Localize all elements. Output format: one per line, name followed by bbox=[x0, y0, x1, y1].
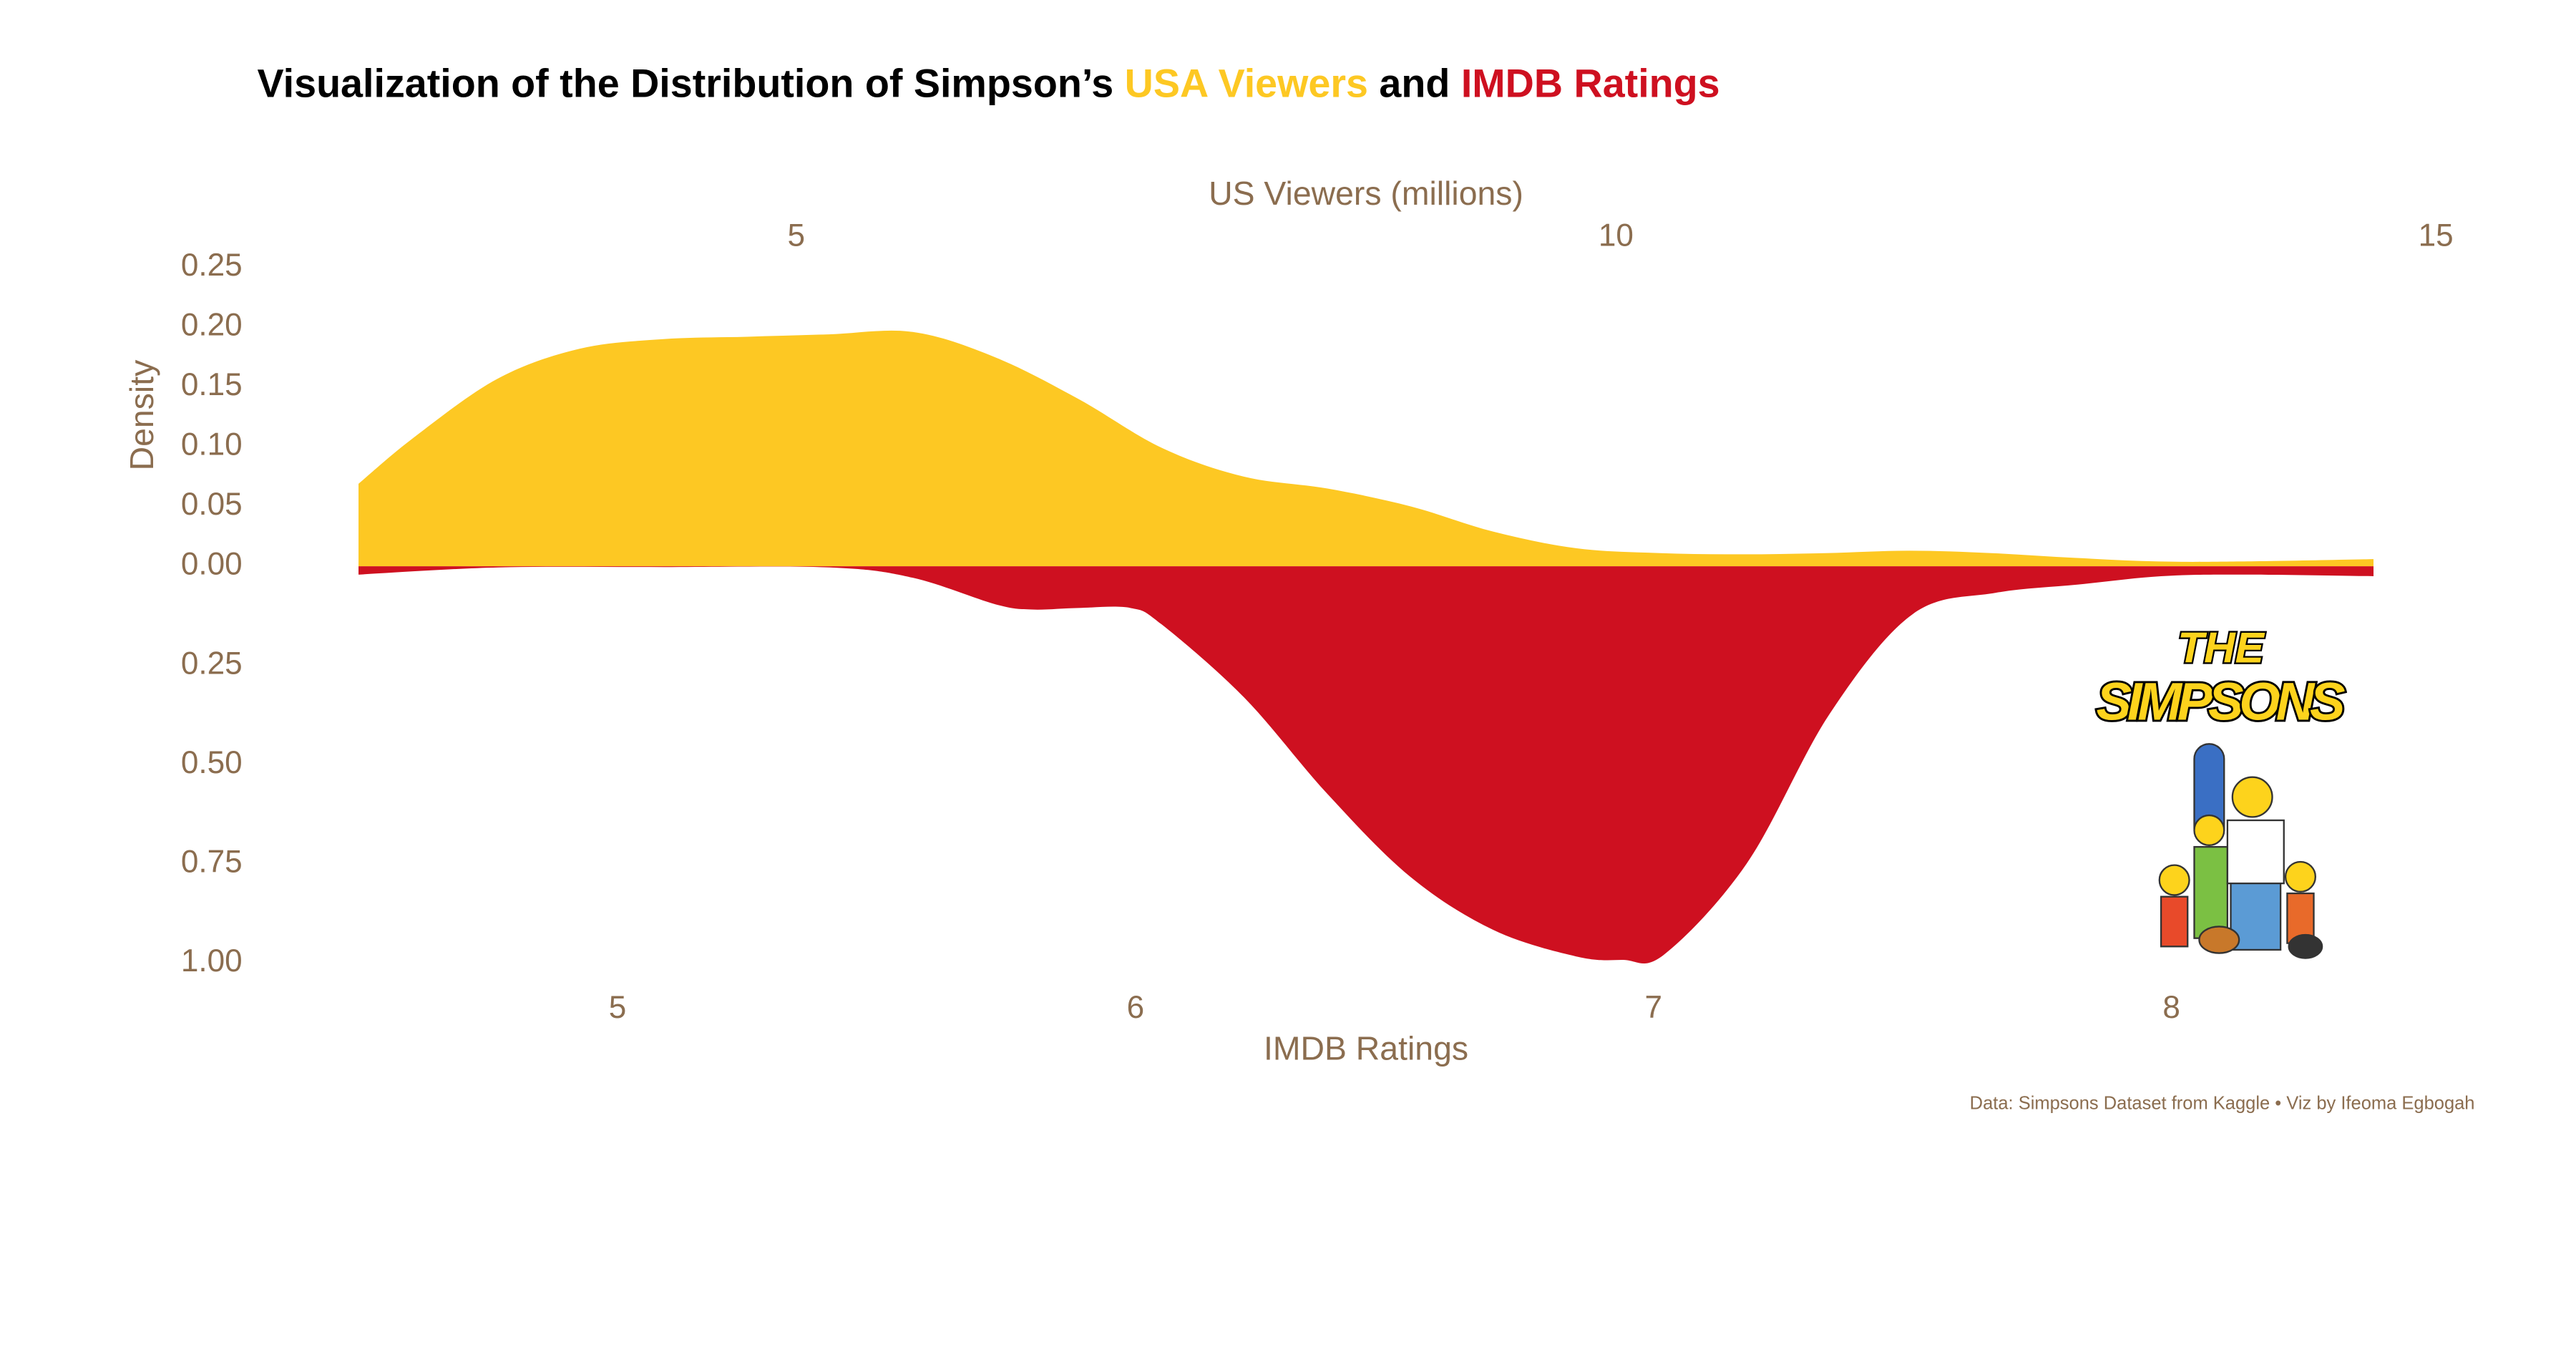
density-area bbox=[358, 566, 2374, 963]
figure bbox=[2226, 819, 2285, 885]
caption: Data: Simpsons Dataset from Kaggle • Viz… bbox=[1970, 1093, 2475, 1113]
y-tick-label: 0.75 bbox=[181, 845, 243, 880]
x-tick-label: 15 bbox=[2419, 218, 2454, 253]
figure bbox=[2231, 776, 2273, 818]
y-tick-label: 0.25 bbox=[181, 646, 243, 681]
x-tick-label: 7 bbox=[1645, 990, 1663, 1025]
y-tick-label: 0.20 bbox=[181, 308, 243, 343]
figure bbox=[2193, 845, 2229, 939]
density-area bbox=[358, 330, 2374, 567]
x-tick-label: 6 bbox=[1127, 990, 1145, 1025]
y-tick-label: 0.50 bbox=[181, 745, 243, 780]
figure bbox=[2288, 933, 2323, 959]
y-tick-label: 0.05 bbox=[181, 487, 243, 522]
y-tick-label: 0.10 bbox=[181, 427, 243, 462]
figure bbox=[2193, 814, 2225, 846]
title-part: and bbox=[1368, 61, 1461, 105]
logo: THE SIMPSONS bbox=[2094, 621, 2347, 959]
x-tick-label: 5 bbox=[609, 990, 627, 1025]
chart-title: Visualization of the Distribution of Sim… bbox=[258, 61, 1720, 105]
figure bbox=[2160, 895, 2189, 948]
y-tick-label: 0.25 bbox=[181, 248, 243, 283]
x-axis-label: IMDB Ratings bbox=[1264, 1030, 1468, 1067]
family-figures bbox=[2158, 743, 2323, 959]
figure bbox=[2158, 864, 2190, 896]
x-tick-label: 5 bbox=[788, 218, 806, 253]
x-tick-label: 8 bbox=[2162, 990, 2180, 1025]
x-tick-label: 10 bbox=[1599, 218, 1634, 253]
y-axis-label: Density bbox=[123, 359, 160, 470]
title-part: IMDB Ratings bbox=[1461, 61, 1720, 105]
y-tick-label: 1.00 bbox=[181, 943, 243, 978]
figure bbox=[2284, 860, 2316, 893]
x-axis-label: US Viewers (millions) bbox=[1209, 175, 1523, 212]
y-tick-label: 0.15 bbox=[181, 367, 243, 402]
title-part: Visualization of the Distribution of Sim… bbox=[258, 61, 1125, 105]
logo-text: SIMPSONS bbox=[2097, 672, 2346, 732]
figure bbox=[2198, 926, 2240, 954]
y-tick-label: 0.00 bbox=[181, 547, 243, 582]
title-part: USA Viewers bbox=[1125, 61, 1368, 105]
logo-text: THE bbox=[2177, 623, 2265, 671]
